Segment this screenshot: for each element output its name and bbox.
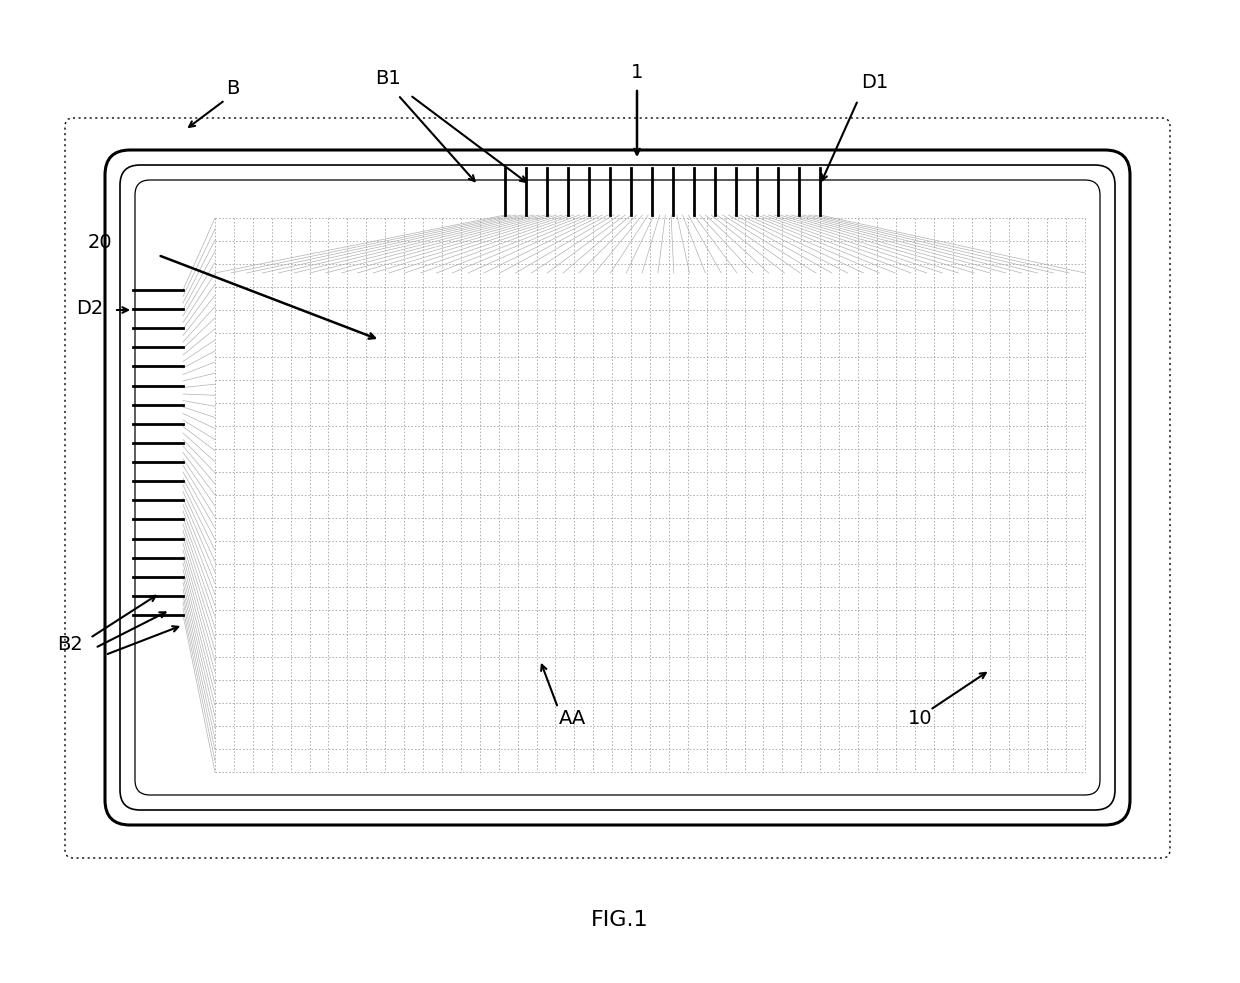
Bar: [215, 218, 1085, 772]
FancyBboxPatch shape: [105, 150, 1130, 825]
Text: AA: AA: [558, 709, 585, 727]
Text: 20: 20: [88, 233, 113, 252]
Text: 10: 10: [908, 709, 932, 727]
Text: B2: B2: [57, 635, 83, 655]
Text: FIG.1: FIG.1: [591, 910, 649, 930]
Text: 1: 1: [631, 64, 644, 83]
Text: B: B: [227, 79, 239, 97]
Text: D2: D2: [77, 299, 104, 318]
Text: B1: B1: [376, 69, 401, 87]
FancyBboxPatch shape: [135, 180, 1100, 795]
FancyBboxPatch shape: [120, 165, 1115, 810]
Text: D1: D1: [862, 73, 889, 91]
